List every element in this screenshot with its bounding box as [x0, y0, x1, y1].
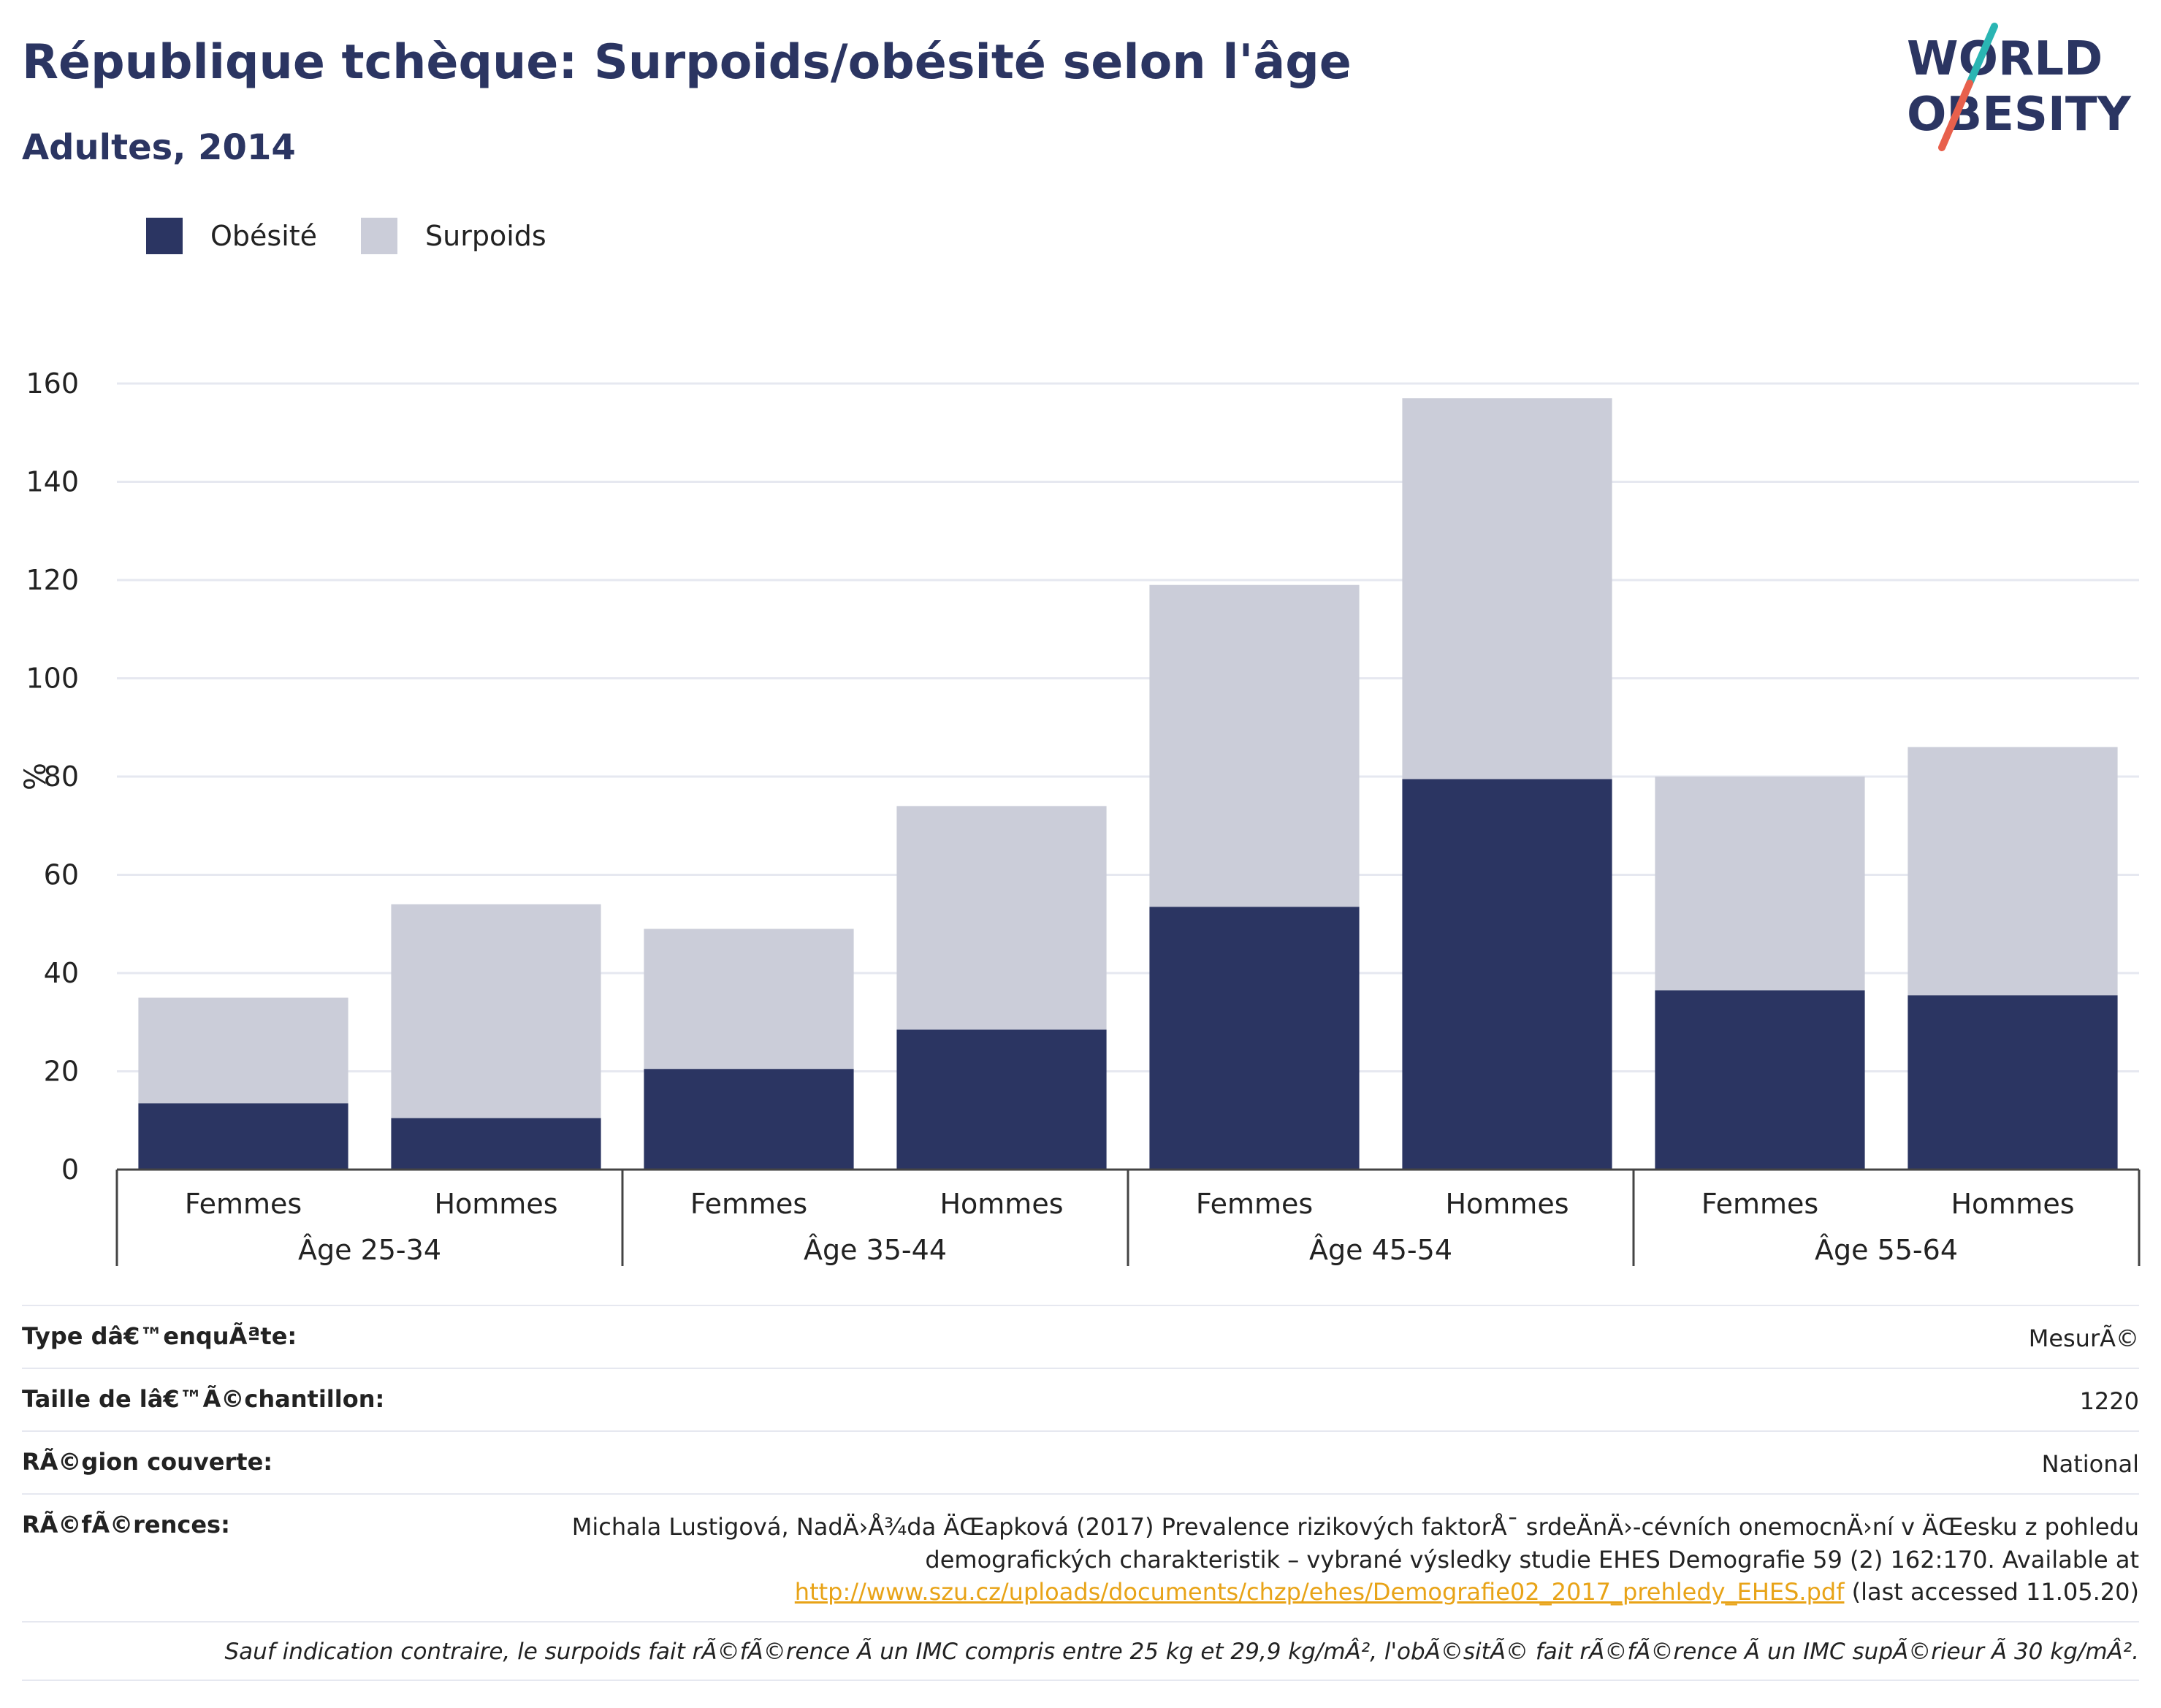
- info-row-region: RÃ©gion couverte: National: [22, 1430, 2139, 1493]
- references-suffix: (last accessed 11.05.20): [1844, 1577, 2139, 1606]
- info-table: Type dâ€™enquÃªte: MesurÃ© Taille de lâ€…: [22, 1305, 2139, 1681]
- y-axis-ticks: 0 20 40 60 80 100 120 140 160: [26, 367, 79, 1186]
- legend-label-surpoids: Surpoids: [425, 220, 546, 252]
- bar-obesite-0: [138, 1103, 348, 1170]
- world-obesity-logo: WORLD OBESITY: [1907, 23, 2131, 151]
- x-tick-label: Femmes: [1701, 1188, 1818, 1220]
- chart-legend: Obésité Surpoids: [146, 218, 590, 254]
- logo-line-2: OBESITY: [1907, 88, 2131, 142]
- legend-swatch-obesite: [146, 218, 183, 254]
- y-tick-label: 80: [44, 760, 79, 793]
- x-tick-label: Hommes: [1951, 1188, 2074, 1220]
- bar-obesite-4: [1149, 907, 1360, 1170]
- x-axis: Femmes Hommes Femmes Hommes Femmes Hommes Femm…: [115, 1168, 2141, 1266]
- x-tick-label: Hommes: [940, 1188, 1063, 1220]
- y-tick-label: 0: [61, 1154, 79, 1186]
- x-group-label: Âge 45-54: [1309, 1234, 1452, 1266]
- footnote: Sauf indication contraire, le surpoids f…: [22, 1620, 2139, 1681]
- x-group-label: Âge 25-34: [298, 1234, 441, 1266]
- references-link[interactable]: http://www.szu.cz/uploads/documents/chzp…: [794, 1577, 1845, 1606]
- x-tick-label: Femmes: [185, 1188, 302, 1220]
- survey-type-value: MesurÃ©: [2028, 1324, 2139, 1352]
- legend-item-surpoids: Surpoids: [361, 218, 546, 254]
- bar-obesite-5: [1402, 779, 1612, 1170]
- y-tick-label: 40: [44, 957, 79, 989]
- bar-surpoids-3: [896, 806, 1107, 1030]
- x-tick-label: Femmes: [690, 1188, 807, 1220]
- bar-surpoids-7: [1907, 747, 2118, 996]
- bar-obesite-6: [1655, 990, 1865, 1170]
- bar-surpoids-6: [1655, 777, 1865, 991]
- logo-slash-top: [1966, 23, 1998, 87]
- sample-size-value: 1220: [2079, 1387, 2139, 1416]
- legend-label-obesite: Obésité: [210, 220, 318, 252]
- x-tick-label: Hommes: [434, 1188, 557, 1220]
- region-value: National: [2041, 1450, 2139, 1479]
- references-value: Michala Lustigová, NadÄ›Å¾da ÄŒapková (2…: [517, 1511, 2139, 1607]
- page-title: République tchèque: Surpoids/obésité sel…: [22, 35, 1352, 90]
- y-tick-label: 140: [26, 466, 79, 498]
- references-label: RÃ©fÃ©rences:: [22, 1511, 230, 1539]
- references-text: Michala Lustigová, NadÄ›Å¾da ÄŒapková (2…: [571, 1513, 2139, 1574]
- info-row-survey-type: Type dâ€™enquÃªte: MesurÃ©: [22, 1305, 2139, 1368]
- logo-slash-bottom: [1938, 80, 1973, 151]
- x-tick-label: Femmes: [1196, 1188, 1313, 1220]
- region-label: RÃ©gion couverte:: [22, 1448, 273, 1476]
- page-subtitle: Adultes, 2014: [22, 127, 296, 168]
- logo-line-1: WORLD: [1907, 32, 2103, 86]
- bar-surpoids-0: [138, 997, 348, 1104]
- x-tick-label: Hommes: [1445, 1188, 1569, 1220]
- info-row-references: RÃ©fÃ©rences: Michala Lustigová, NadÄ›Å¾…: [22, 1493, 2139, 1620]
- y-tick-label: 120: [26, 564, 79, 596]
- survey-type-label: Type dâ€™enquÃªte:: [22, 1322, 297, 1350]
- y-tick-label: 60: [44, 859, 79, 891]
- bar-surpoids-4: [1149, 584, 1360, 907]
- bar-surpoids-2: [644, 929, 854, 1070]
- x-group-label: Âge 35-44: [804, 1234, 947, 1266]
- y-axis-label: %: [19, 763, 53, 790]
- bar-obesite-7: [1907, 995, 2118, 1170]
- sample-size-label: Taille de lâ€™Ã©chantillon:: [22, 1385, 385, 1414]
- bar-obesite-1: [391, 1118, 601, 1170]
- bar-surpoids-1: [391, 904, 601, 1118]
- y-tick-label: 100: [26, 663, 79, 695]
- bar-obesite-3: [896, 1029, 1107, 1170]
- x-group-label: Âge 55-64: [1815, 1234, 1958, 1266]
- y-tick-label: 160: [26, 367, 79, 400]
- bar-obesite-2: [644, 1069, 854, 1170]
- legend-swatch-surpoids: [361, 218, 398, 254]
- info-row-sample-size: Taille de lâ€™Ã©chantillon: 1220: [22, 1368, 2139, 1430]
- bars: [138, 398, 2118, 1170]
- legend-item-obesite: Obésité: [146, 218, 317, 254]
- y-tick-label: 20: [44, 1056, 79, 1088]
- bar-surpoids-5: [1402, 398, 1612, 779]
